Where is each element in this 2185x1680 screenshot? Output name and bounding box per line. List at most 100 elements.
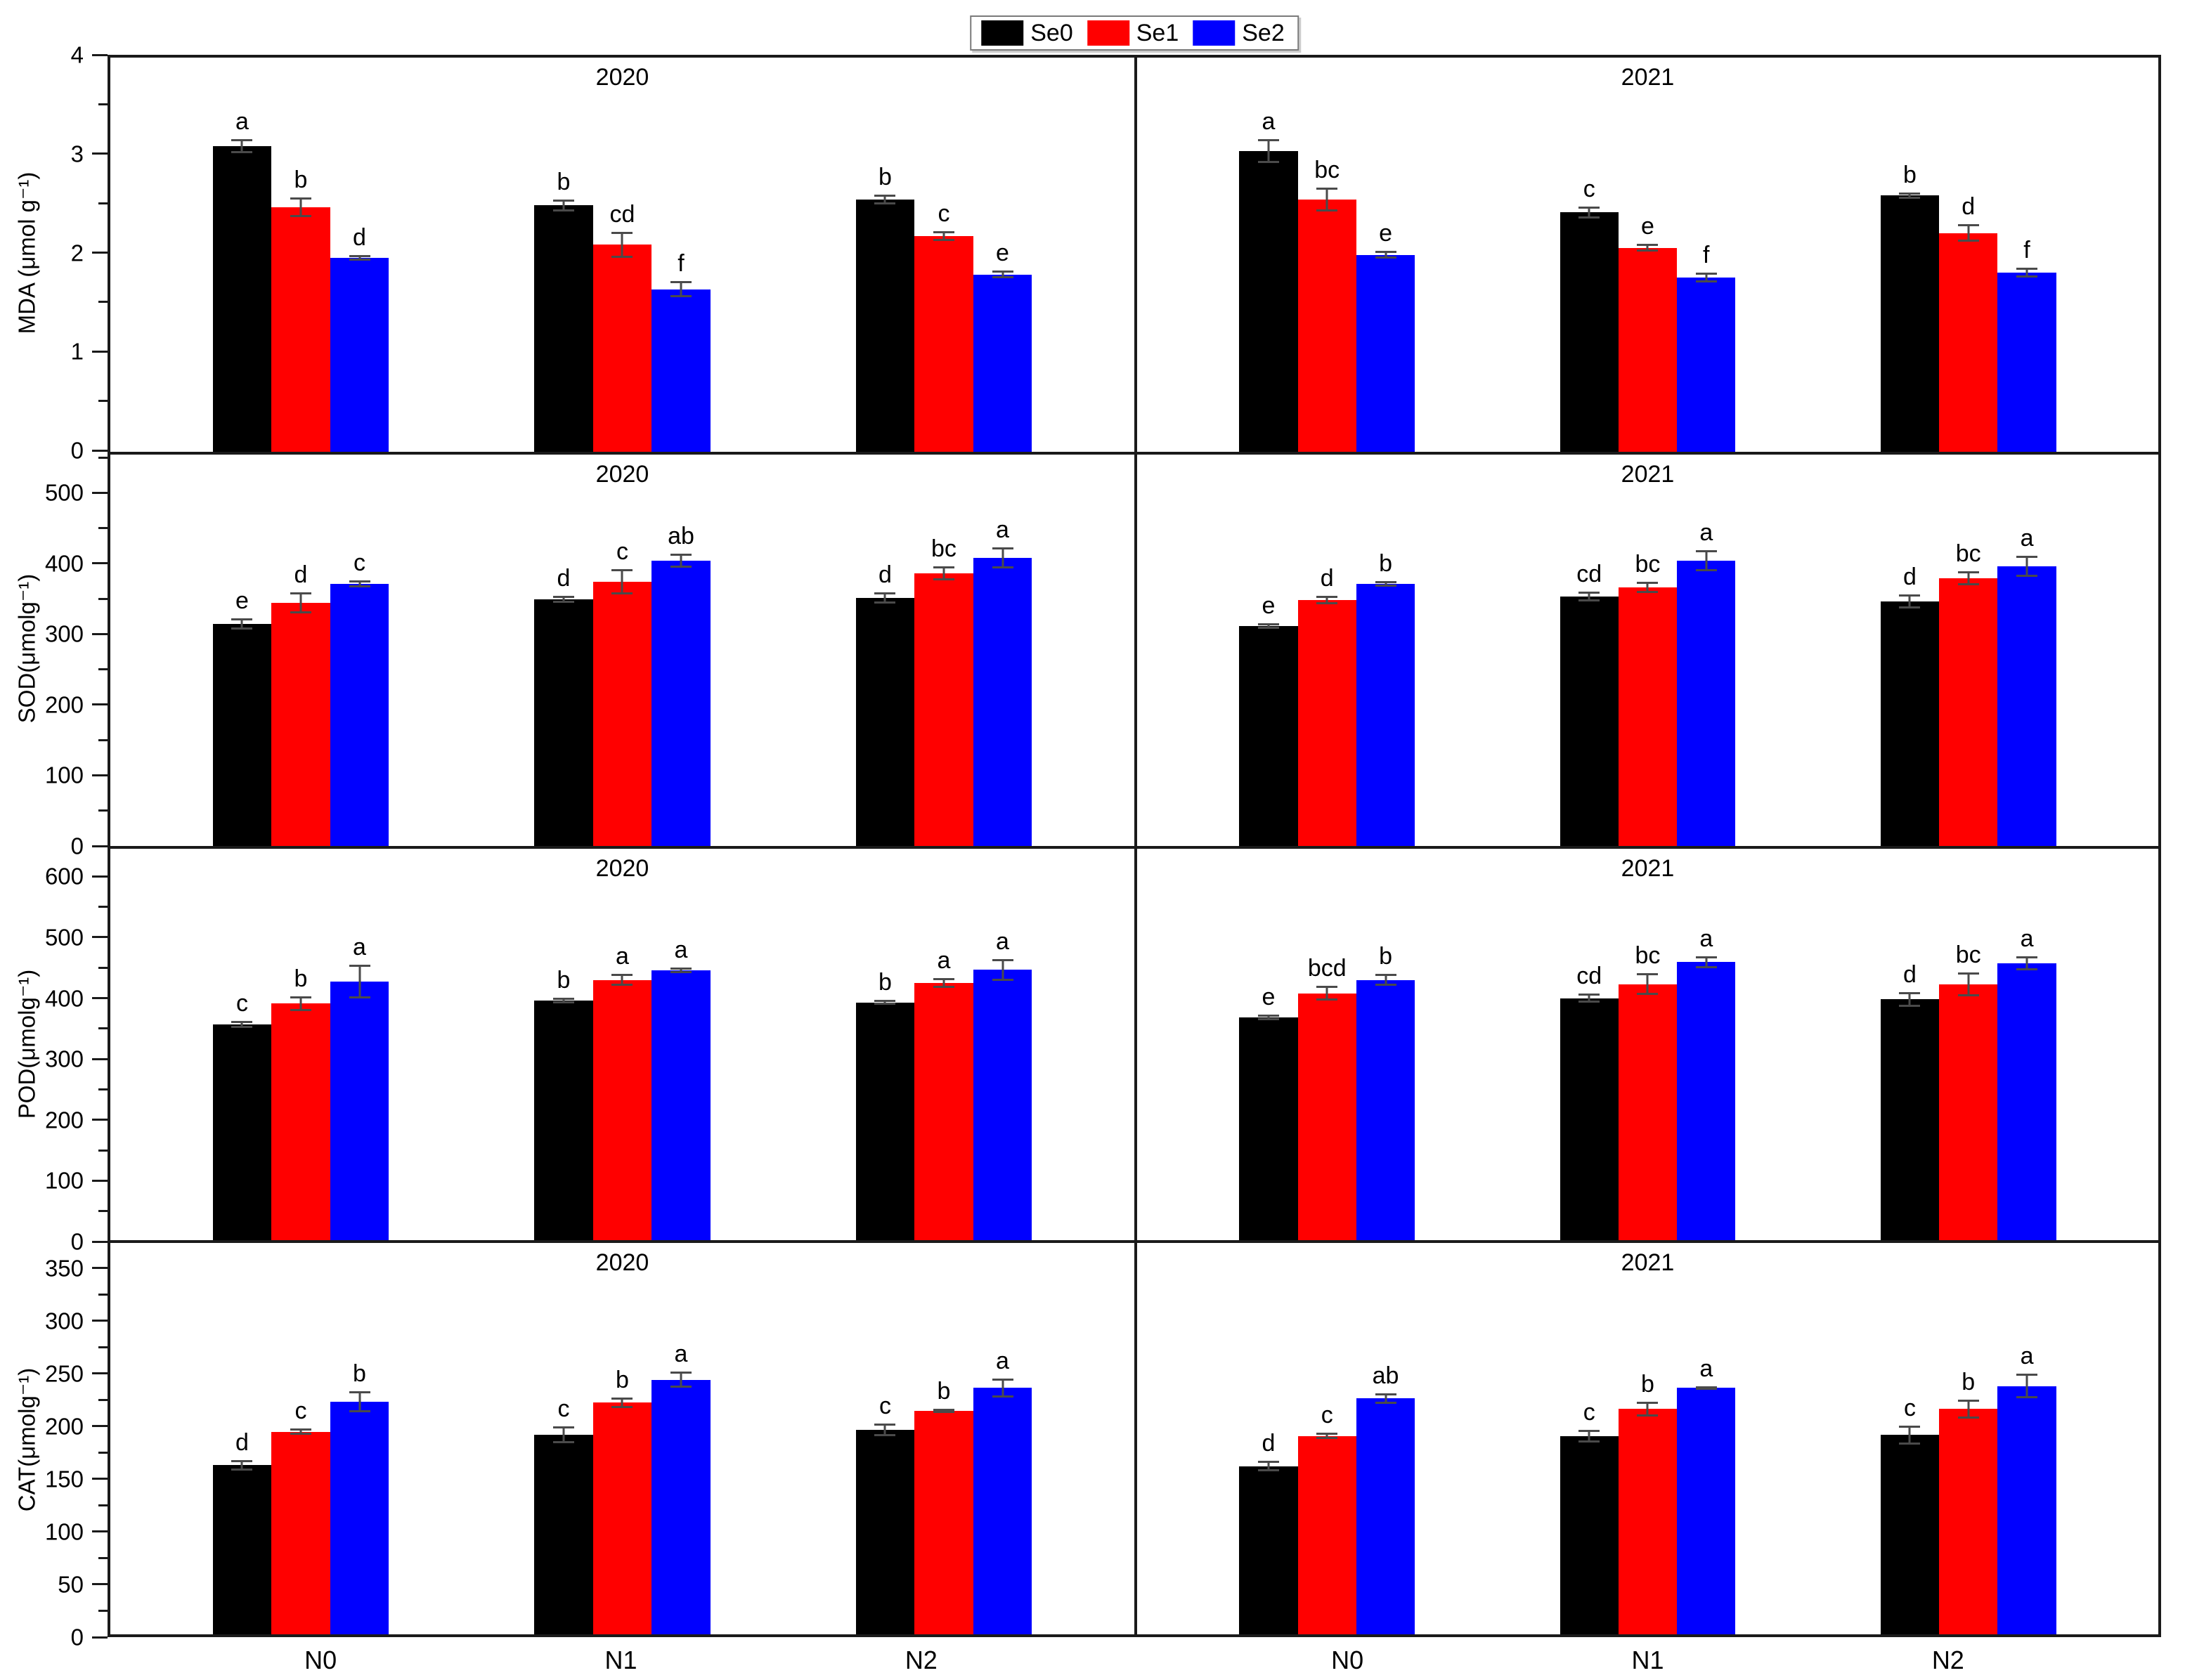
bar-Se2 [1356, 1398, 1415, 1634]
error-bar-cap [2016, 1396, 2038, 1399]
error-bar-cap [1637, 249, 1659, 252]
y-tick-label: 0 [70, 437, 84, 464]
error-bar-cap [992, 547, 1013, 550]
y-tick-minor [98, 738, 108, 741]
panel-SOD-2020: 2020 e d c d c ab d bc a [110, 452, 1134, 846]
bar-slot: d [1939, 58, 1998, 452]
bar-slot: d [1880, 849, 1940, 1240]
bar-group-N2: b a a [855, 849, 1032, 1240]
bar-slot: bcd [1297, 849, 1356, 1240]
error-bar [358, 254, 361, 261]
bar-slot: c [914, 58, 973, 452]
bar-Se1 [271, 1003, 330, 1240]
y-tick-label: 0 [70, 833, 84, 859]
bar-Se1 [1618, 984, 1678, 1240]
bar-group-N2: d bc a [1880, 849, 2056, 1240]
error-bar [1267, 623, 1270, 629]
error-bar [1385, 250, 1387, 259]
y-tick-minor [98, 906, 108, 909]
bar-slot: e [212, 455, 272, 846]
error-bar-cap [874, 202, 896, 204]
legend: Se0 Se1 Se2 [970, 15, 1299, 51]
bar-Se0 [1560, 212, 1619, 452]
error-bar [1967, 224, 1970, 242]
y-axis-title: POD(μmolg⁻¹) [13, 969, 40, 1119]
error-bar [621, 232, 623, 258]
bar-slot: b [1880, 58, 1940, 452]
error-bar-cap [1637, 1414, 1659, 1417]
error-bar [1385, 1393, 1387, 1404]
y-tick-major [92, 1240, 108, 1243]
error-bar-cap [1957, 994, 1979, 996]
significance-letter: a [1699, 1355, 1713, 1382]
bar-slot: f [1677, 58, 1736, 452]
significance-letter: c [235, 990, 248, 1017]
error-bar-cap [1316, 209, 1338, 211]
y-tick-major [92, 152, 108, 155]
error-bar-cap [231, 1021, 253, 1024]
bar-group-N0: a b d [212, 58, 389, 452]
y-axis-title: MDA (μmol g⁻¹) [13, 171, 40, 334]
bar-Se2 [330, 1401, 389, 1634]
y-tick-major [92, 449, 108, 452]
error-bar-cap [1957, 571, 1979, 574]
error-bar-cap [349, 1391, 370, 1393]
error-bar-cap [349, 254, 370, 257]
significance-letter: b [1962, 1368, 1976, 1395]
bar-Se1 [1939, 233, 1998, 452]
error-bar [1705, 272, 1708, 282]
bar-group-N1: c e f [1560, 58, 1736, 452]
bar-slot: bc [1618, 849, 1678, 1240]
error-bar-cap [1637, 582, 1659, 585]
bar-Se0 [534, 205, 593, 452]
error-bar-cap [231, 151, 253, 154]
error-bar-cap [1578, 1440, 1600, 1443]
bars-area: d c ab c b a c b a [1137, 1243, 2158, 1634]
error-bar-cap [1695, 569, 1717, 572]
panel-title: 2020 [595, 64, 649, 91]
bar-Se0 [212, 1024, 272, 1240]
error-bar-cap [552, 199, 574, 202]
error-bar-cap [552, 595, 574, 598]
y-tick-minor [98, 1346, 108, 1348]
error-bar-cap [1695, 965, 1717, 968]
y-tick-minor [98, 202, 108, 204]
y-tick-major [92, 350, 108, 353]
error-bar-cap [1578, 993, 1600, 996]
error-bar-cap [1316, 1437, 1338, 1440]
bar-group-N2: c b a [1880, 1243, 2056, 1634]
error-bar-cap [1375, 1393, 1396, 1395]
error-bar [1646, 1401, 1649, 1417]
error-bar-cap [992, 1379, 1013, 1381]
bar-Se2 [973, 1388, 1032, 1634]
error-bar [1908, 1425, 1911, 1445]
panel-CAT-2020: 2020 d c b c b a c b a [110, 1240, 1134, 1634]
bar-slot: e [1618, 58, 1678, 452]
figure-frame: 2020 a b d b cd f b c e 2021 a bc e c e f b d f 2020 e d c d c ab d… [108, 55, 2161, 1637]
significance-letter: b [557, 966, 571, 994]
error-bar [358, 580, 361, 587]
bar-Se0 [212, 1465, 272, 1634]
error-bar-cap [670, 294, 692, 297]
error-bar [1588, 591, 1590, 601]
error-bar [621, 1397, 623, 1408]
y-tick-major [92, 1057, 108, 1060]
y-tick-label: 600 [44, 863, 84, 890]
y-tick-label: 200 [44, 691, 84, 718]
significance-letter: e [1262, 983, 1276, 1010]
error-bar-cap [2016, 1373, 2038, 1376]
bar-Se1 [914, 983, 973, 1240]
bar-group-N0: a bc e [1239, 58, 1415, 452]
y-tick-major [92, 845, 108, 847]
bar-group-N2: b c e [855, 58, 1032, 452]
bar-Se2 [1356, 584, 1415, 846]
legend-swatch [981, 20, 1024, 46]
error-bar-cap [1899, 606, 1921, 608]
bar-Se0 [1239, 1466, 1298, 1634]
bars-area: c b a b a a b a a [110, 849, 1134, 1240]
panel-title: 2021 [1621, 1249, 1675, 1276]
y-tick-label: 50 [58, 1571, 84, 1598]
error-bar-cap [552, 1426, 574, 1429]
error-bar-cap [1695, 280, 1717, 282]
